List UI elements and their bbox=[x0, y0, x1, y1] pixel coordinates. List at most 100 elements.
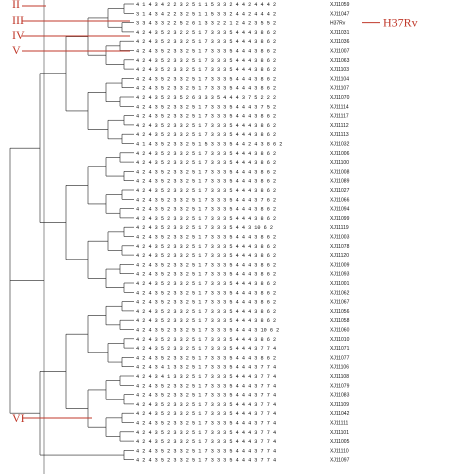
allele-profile: 4 2 4 3 5 2 3 3 2 5 1 7 3 3 3 5 4 4 4 3 … bbox=[136, 114, 276, 120]
isolate-label: H37Rv bbox=[330, 21, 346, 27]
allele-profile: 4 2 4 3 5 2 3 3 2 5 1 7 3 3 3 5 4 4 4 3 … bbox=[136, 207, 276, 213]
allele-profile: 4 1 4 3 5 2 3 3 2 5 1 5 3 3 3 5 4 4 2 4 … bbox=[136, 142, 282, 148]
isolate-label: XJ11003 bbox=[330, 235, 350, 241]
allele-profile: 4 2 4 3 5 2 3 3 2 5 1 7 3 3 3 5 4 4 4 3 … bbox=[136, 160, 276, 166]
allele-profile: 4 2 4 3 5 2 3 3 2 5 1 7 3 3 3 5 4 4 4 3 … bbox=[136, 355, 276, 361]
isolate-label: XJ11094 bbox=[330, 207, 350, 213]
isolate-label: XJ11114 bbox=[330, 104, 349, 110]
allele-profile: 4 2 4 3 5 2 3 3 2 5 1 7 3 3 3 5 4 4 4 3 … bbox=[136, 402, 276, 408]
isolate-label: XJ11042 bbox=[330, 411, 350, 417]
isolate-label: XJ11107 bbox=[330, 86, 349, 92]
isolate-label: XJ11097 bbox=[330, 458, 350, 464]
isolate-label: XJ11100 bbox=[330, 160, 349, 166]
isolate-label: XJ11027 bbox=[330, 188, 350, 194]
isolate-label: XJ11101 bbox=[330, 430, 349, 436]
isolate-label: XJ11109 bbox=[330, 402, 349, 408]
isolate-label: XJ11119 bbox=[330, 225, 349, 231]
allele-profile: 4 2 4 3 5 2 3 3 2 5 1 7 3 3 3 5 4 4 4 3 … bbox=[136, 179, 276, 185]
isolate-label: XJ11007 bbox=[330, 49, 350, 55]
isolate-label: XJ11103 bbox=[330, 67, 349, 73]
cluster-label-ii: II bbox=[12, 0, 20, 11]
allele-profile: 4 2 4 3 5 2 3 3 2 5 1 7 3 3 3 5 4 4 4 3 … bbox=[136, 253, 276, 259]
isolate-label: XJ11063 bbox=[330, 58, 350, 64]
isolate-label: XJ11071 bbox=[330, 346, 350, 352]
allele-profile: 4 2 4 3 5 2 3 3 2 5 1 7 3 3 3 5 4 4 4 3 … bbox=[136, 281, 276, 287]
cluster-label-v: V bbox=[12, 43, 21, 57]
isolate-label: XJ11120 bbox=[330, 253, 349, 259]
reference-strain-label: H37Rv bbox=[383, 16, 418, 30]
allele-profile: 4 2 4 3 5 2 3 5 2 6 3 3 3 5 4 4 4 3 7 5 … bbox=[136, 95, 276, 101]
allele-profile: 4 2 4 3 4 1 3 3 2 5 1 7 3 3 3 5 4 4 4 3 … bbox=[136, 365, 276, 371]
allele-profile: 4 2 4 3 4 1 3 3 2 5 1 7 3 3 3 5 4 4 4 3 … bbox=[136, 374, 276, 380]
isolate-label: XJ11006 bbox=[330, 151, 350, 157]
allele-profile: 4 2 4 3 5 2 3 3 2 5 1 7 3 3 3 5 4 4 4 3 … bbox=[136, 39, 276, 45]
allele-profile: 4 2 4 3 5 2 3 3 2 5 1 7 3 3 3 5 4 4 4 3 … bbox=[136, 76, 276, 82]
isolate-label: XJ11110 bbox=[330, 448, 349, 454]
allele-profile: 4 2 4 3 5 2 3 3 2 5 1 7 3 3 3 5 4 4 4 3 … bbox=[136, 411, 276, 417]
isolate-label: XJ11036 bbox=[330, 39, 350, 45]
allele-profile: 4 2 4 3 5 2 3 3 2 5 1 7 3 3 3 5 4 4 4 3 … bbox=[136, 328, 279, 334]
allele-profile: 4 2 4 3 5 2 3 3 2 5 1 7 3 3 3 5 4 4 4 3 … bbox=[136, 197, 276, 203]
allele-profile: 4 2 4 3 5 2 3 3 2 5 1 7 3 3 3 5 4 4 4 3 … bbox=[136, 151, 276, 157]
isolate-label: XJ11099 bbox=[330, 216, 350, 222]
allele-profile: 4 2 4 3 5 2 3 3 2 5 1 7 3 3 3 5 4 4 4 3 … bbox=[136, 49, 276, 55]
allele-profile: 4 2 4 3 5 2 3 3 2 5 1 7 3 3 3 5 4 4 4 3 … bbox=[136, 290, 276, 296]
isolate-label: XJ11008 bbox=[330, 169, 350, 175]
isolate-label: XJ11058 bbox=[330, 318, 350, 324]
allele-profile: 4 2 4 3 5 2 3 3 2 5 1 7 3 3 3 5 4 4 4 3 … bbox=[136, 132, 276, 138]
isolate-label: XJ11032 bbox=[330, 142, 350, 148]
isolate-label: XJ11112 bbox=[330, 123, 349, 129]
allele-profile: 4 2 4 3 5 2 3 3 2 5 1 7 3 3 3 5 4 4 4 3 … bbox=[136, 216, 276, 222]
isolate-label: XJ11079 bbox=[330, 383, 350, 389]
isolate-label: XJ11104 bbox=[330, 76, 349, 82]
allele-profile: 4 2 4 3 5 2 3 3 2 5 1 7 3 3 3 5 4 4 4 3 … bbox=[136, 262, 276, 268]
isolate-label: XJ11062 bbox=[330, 290, 350, 296]
isolate-label: XJ11083 bbox=[330, 393, 350, 399]
isolate-label: XJ11067 bbox=[330, 300, 350, 306]
isolate-label: XJ11047 bbox=[330, 11, 350, 17]
allele-profile: 4 2 4 3 5 2 3 3 2 5 1 7 3 3 3 5 4 4 4 3 … bbox=[136, 104, 276, 110]
isolate-label: XJ11059 bbox=[330, 2, 350, 8]
isolate-label: XJ11009 bbox=[330, 262, 350, 268]
allele-profile: 4 2 4 3 5 2 3 3 2 5 1 7 3 3 3 5 4 4 4 3 … bbox=[136, 300, 276, 306]
isolate-label: XJ11111 bbox=[330, 421, 348, 427]
isolate-label: XJ11031 bbox=[330, 30, 350, 36]
allele-profile: 4 2 4 3 5 2 3 3 2 5 1 7 3 3 3 5 4 4 3 10… bbox=[136, 225, 273, 231]
isolate-label: XJ11113 bbox=[330, 132, 349, 138]
allele-profile: 4 2 4 3 5 2 3 3 2 5 1 7 3 3 3 5 4 4 4 3 … bbox=[136, 123, 276, 129]
allele-profile: 4 2 4 3 5 2 3 3 2 5 1 7 3 3 3 5 4 4 4 3 … bbox=[136, 346, 276, 352]
allele-profile: 4 2 4 3 5 2 3 3 2 5 1 7 3 3 3 5 4 4 4 3 … bbox=[136, 448, 276, 454]
allele-profile: 4 2 4 3 5 2 3 3 2 5 1 7 3 3 3 5 4 4 4 3 … bbox=[136, 169, 276, 175]
allele-profile: 4 2 4 3 5 2 3 3 2 5 1 7 3 3 3 5 4 4 4 3 … bbox=[136, 430, 276, 436]
isolate-label: XJ11089 bbox=[330, 179, 350, 185]
allele-profile: 4 2 4 3 5 2 3 3 2 5 1 7 3 3 3 5 4 4 4 3 … bbox=[136, 67, 276, 73]
allele-profile: 4 2 4 3 5 2 3 3 2 5 1 7 3 3 3 5 4 4 4 3 … bbox=[136, 86, 276, 92]
isolate-label: XJ11108 bbox=[330, 374, 349, 380]
cluster-label-iv: IV bbox=[12, 28, 25, 42]
allele-profile: 4 2 4 3 5 2 3 3 2 5 1 7 3 3 3 5 4 4 4 3 … bbox=[136, 439, 276, 445]
allele-profile: 3 3 4 3 3 2 2 5 2 6 1 3 3 2 2 1 2 4 2 3 … bbox=[136, 21, 276, 27]
cluster-label-iii: III bbox=[12, 13, 24, 27]
allele-profile: 4 1 4 3 4 2 2 3 2 5 1 1 5 3 3 2 4 4 2 4 … bbox=[136, 2, 276, 8]
allele-profile: 4 2 4 3 5 2 3 3 2 5 1 7 3 3 3 5 4 4 4 3 … bbox=[136, 58, 276, 64]
allele-profile: 4 2 4 3 5 2 3 3 2 5 1 7 3 3 3 5 4 4 4 3 … bbox=[136, 337, 276, 343]
cluster-label-vi: VI bbox=[12, 411, 25, 425]
isolate-label: XJ11117 bbox=[330, 114, 349, 120]
allele-profile: 4 2 4 3 5 2 3 3 2 5 1 7 3 3 3 5 4 4 4 3 … bbox=[136, 421, 276, 427]
allele-profile: 4 2 4 3 5 2 3 2 2 5 1 7 3 3 3 5 4 4 4 3 … bbox=[136, 30, 276, 36]
isolate-label: XJ11056 bbox=[330, 309, 350, 315]
allele-profile: 4 2 4 3 5 2 3 3 2 5 1 7 3 3 3 5 4 4 4 3 … bbox=[136, 383, 276, 389]
isolate-label: XJ11060 bbox=[330, 328, 350, 334]
isolate-label: XJ11001 bbox=[330, 281, 350, 287]
allele-profile: 4 2 4 3 5 2 3 3 2 5 1 7 3 3 3 5 4 4 4 3 … bbox=[136, 244, 276, 250]
allele-profile: 4 2 4 3 5 2 3 3 2 5 1 7 3 3 3 5 4 4 4 3 … bbox=[136, 318, 276, 324]
isolate-label: XJ11005 bbox=[330, 439, 350, 445]
allele-profile: 4 2 4 3 5 2 3 3 2 5 1 7 3 3 3 5 4 4 4 3 … bbox=[136, 458, 276, 464]
profile-rows: 4 1 4 3 4 2 2 3 2 5 1 1 5 3 3 2 4 4 2 4 … bbox=[136, 2, 350, 464]
dendrogram-tree bbox=[9, 0, 134, 474]
isolate-label: XJ11070 bbox=[330, 95, 350, 101]
isolate-label: XJ11010 bbox=[330, 337, 350, 343]
isolate-label: XJ11106 bbox=[330, 365, 349, 371]
